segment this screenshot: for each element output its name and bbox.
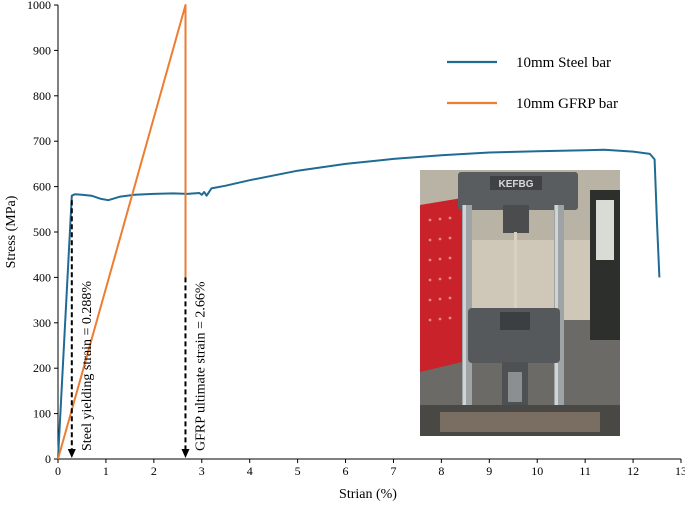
y-tick-label: 900: [33, 43, 51, 57]
legend-label-steel: 10mm Steel bar: [516, 55, 611, 71]
x-tick-label: 8: [438, 464, 444, 478]
y-axis-title: Stress (MPa): [4, 195, 19, 268]
series-line-0: [57, 148, 661, 460]
legend: 10mm Steel bar 10mm GFRP bar: [447, 55, 618, 112]
testing-machine-photo: KEFBG: [420, 170, 620, 436]
y-tick-label: 300: [33, 316, 51, 330]
annotation-label-0: Steel yielding strain = 0.288%: [80, 281, 95, 451]
series-layer: [57, 4, 661, 460]
x-tick-label: 10: [531, 464, 543, 478]
x-tick-label: 3: [199, 464, 205, 478]
x-axis-ticks: 0 1 2 3 4 5 6 7 8 9 10 11 12 13: [55, 459, 685, 478]
x-tick-label: 4: [247, 464, 253, 478]
x-tick-label: 12: [627, 464, 639, 478]
x-tick-label: 5: [295, 464, 301, 478]
annotations: Steel yielding strain = 0.288% GFRP ultim…: [67, 200, 208, 458]
y-tick-label: 1000: [27, 0, 51, 12]
legend-label-gfrp: 10mm GFRP bar: [516, 96, 618, 112]
annotation-arrowhead-0: [67, 449, 76, 458]
y-tick-label: 400: [33, 270, 51, 284]
x-tick-label: 13: [675, 464, 685, 478]
y-tick-label: 800: [33, 89, 51, 103]
x-tick-label: 6: [343, 464, 349, 478]
annotation-label-1: GFRP ultimate strain = 2.66%: [193, 281, 208, 451]
machine-brand-label: KEFBG: [499, 179, 534, 190]
annotation-arrowhead-1: [181, 449, 190, 458]
y-tick-label: 700: [33, 134, 51, 148]
x-axis-title: Strian (%): [339, 487, 397, 502]
y-tick-label: 100: [33, 407, 51, 421]
x-tick-label: 2: [151, 464, 157, 478]
x-tick-label: 0: [55, 464, 61, 478]
y-tick-label: 0: [45, 452, 51, 466]
x-tick-label: 11: [579, 464, 591, 478]
y-tick-label: 200: [33, 361, 51, 375]
y-tick-label: 600: [33, 180, 51, 194]
x-tick-label: 9: [486, 464, 492, 478]
series-line-1: [57, 4, 187, 460]
x-tick-label: 1: [103, 464, 109, 478]
y-tick-label: 500: [33, 225, 51, 239]
y-axis-ticks: 0 100 200 300 400 500 600 700 800 900 1000: [27, 0, 58, 466]
x-tick-label: 7: [390, 464, 396, 478]
